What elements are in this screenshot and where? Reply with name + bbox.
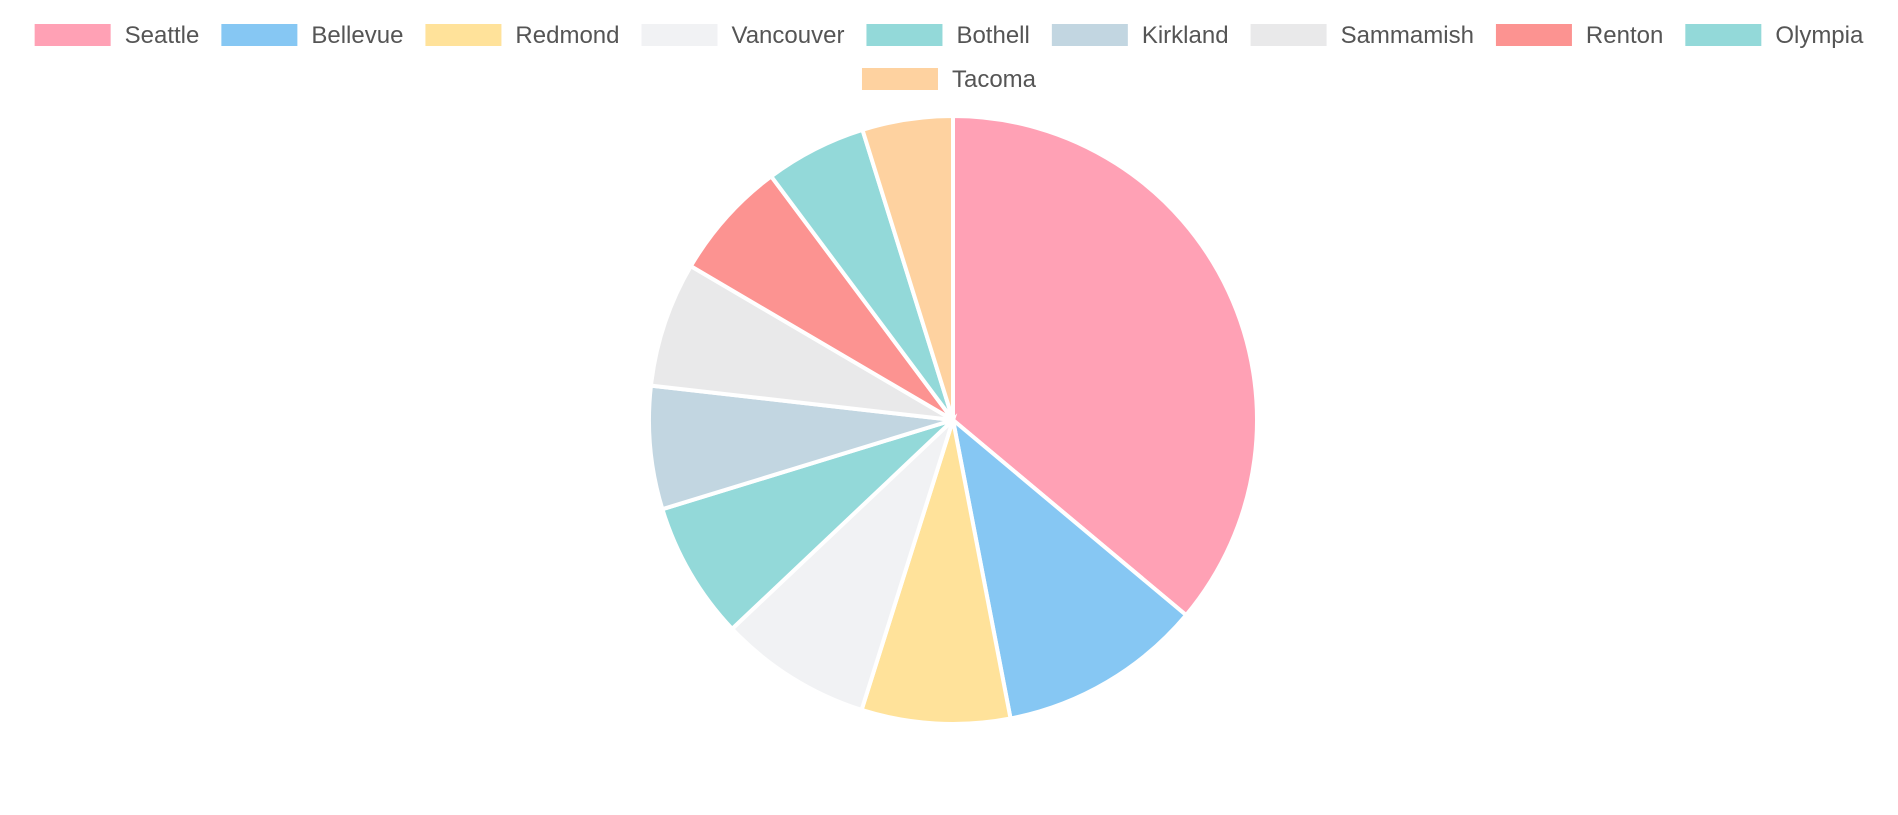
- legend: Seattle Bellevue Redmond Vancouver Bothell Ki…: [34, 22, 1864, 93]
- legend-label-vancouver: Vancouver: [731, 22, 844, 49]
- legend-label-bothell: Bothell: [956, 22, 1029, 49]
- legend-swatch-bellevue: [221, 24, 298, 46]
- legend-swatch-kirkland: [1051, 24, 1128, 46]
- legend-swatch-redmond: [425, 24, 502, 46]
- legend-item-tacoma[interactable]: Tacoma: [861, 66, 1037, 93]
- legend-swatch-tacoma: [861, 68, 938, 90]
- legend-swatch-sammamish: [1250, 24, 1327, 46]
- pie-slice-tacoma[interactable]: [859, 113, 955, 421]
- pie-slice-vancouver[interactable]: [729, 413, 958, 713]
- legend-swatch-renton: [1495, 24, 1572, 46]
- pie-slice-renton[interactable]: [688, 173, 955, 422]
- legend-swatch-seattle: [34, 24, 111, 46]
- legend-item-seattle[interactable]: Seattle: [34, 22, 200, 49]
- legend-label-bellevue: Bellevue: [311, 22, 403, 49]
- legend-item-kirkland[interactable]: Kirkland: [1051, 22, 1229, 49]
- legend-item-bothell[interactable]: Bothell: [866, 22, 1030, 49]
- pie-slice-seattle[interactable]: [951, 113, 1259, 618]
- legend-swatch-vancouver: [641, 24, 718, 46]
- pie-slice-sammamish[interactable]: [648, 263, 955, 422]
- legend-item-sammamish[interactable]: Sammamish: [1250, 22, 1474, 49]
- legend-label-kirkland: Kirkland: [1142, 22, 1229, 49]
- pie-slice-kirkland[interactable]: [647, 383, 954, 512]
- legend-item-olympia[interactable]: Olympia: [1685, 22, 1864, 49]
- legend-item-bellevue[interactable]: Bellevue: [221, 22, 403, 49]
- legend-swatch-olympia: [1685, 24, 1762, 46]
- pie-slice-bothell[interactable]: [659, 418, 955, 632]
- legend-label-olympia: Olympia: [1775, 22, 1864, 49]
- legend-label-seattle: Seattle: [125, 22, 200, 49]
- legend-label-renton: Renton: [1586, 22, 1663, 49]
- legend-label-tacoma: Tacoma: [952, 66, 1037, 93]
- pie-slice-redmond[interactable]: [859, 419, 1013, 726]
- legend-label-redmond: Redmond: [515, 22, 619, 49]
- legend-item-vancouver[interactable]: Vancouver: [641, 22, 844, 49]
- legend-item-redmond[interactable]: Redmond: [425, 22, 619, 49]
- pie-slice-bellevue[interactable]: [949, 414, 1189, 721]
- legend-label-sammamish: Sammamish: [1341, 22, 1474, 49]
- pie-slices: [647, 113, 1259, 726]
- legend-item-renton[interactable]: Renton: [1495, 22, 1663, 49]
- legend-swatch-bothell: [866, 24, 943, 46]
